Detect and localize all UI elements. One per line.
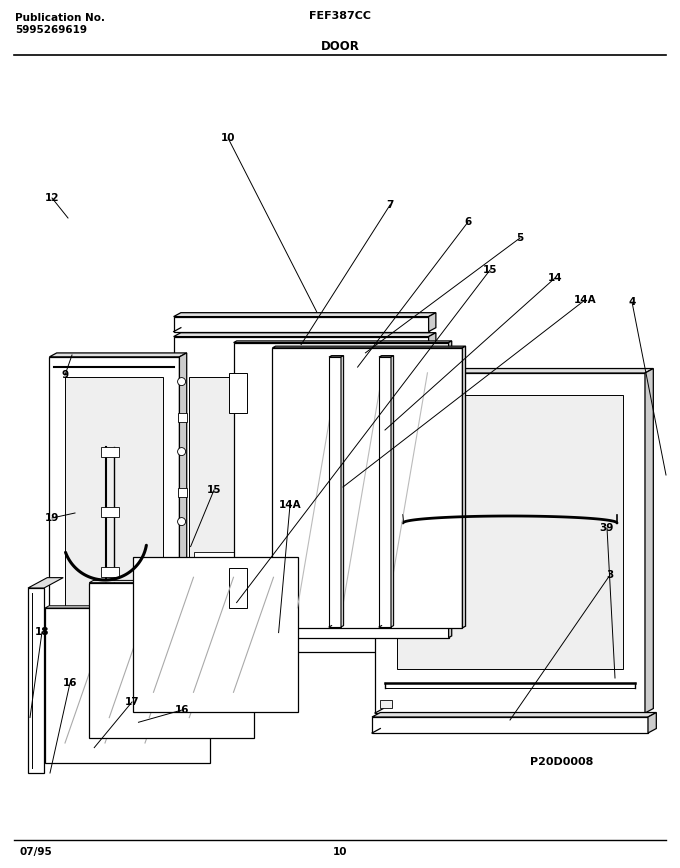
Polygon shape [45,608,210,763]
Polygon shape [397,395,623,669]
Polygon shape [379,357,391,627]
Text: 4: 4 [628,297,636,307]
Text: 14: 14 [547,273,562,283]
Text: 10: 10 [221,133,235,143]
Polygon shape [28,588,44,773]
Bar [177,412,186,422]
Polygon shape [65,377,163,667]
Bar [380,380,392,388]
Polygon shape [89,581,258,582]
Polygon shape [50,353,187,357]
Polygon shape [449,341,452,638]
Text: 3: 3 [607,570,613,580]
Polygon shape [329,357,341,627]
Polygon shape [329,356,343,357]
Polygon shape [428,312,436,332]
Polygon shape [375,373,645,713]
Polygon shape [372,713,656,717]
Bar [101,567,120,577]
Polygon shape [391,356,394,627]
Text: 19: 19 [45,513,59,523]
Text: 5995269619: 5995269619 [15,25,87,35]
Text: 39: 39 [600,523,614,533]
Text: 18: 18 [35,627,49,637]
Text: FEF387CC: FEF387CC [309,11,371,21]
Polygon shape [372,717,648,733]
Circle shape [177,378,186,385]
Polygon shape [273,346,466,348]
Polygon shape [28,577,63,588]
Polygon shape [645,369,653,713]
Text: 12: 12 [45,193,59,203]
Text: 14A: 14A [279,500,301,510]
Text: 7: 7 [386,200,394,210]
Polygon shape [173,332,436,337]
Polygon shape [133,557,299,713]
Text: 10: 10 [333,847,347,857]
Polygon shape [228,568,247,608]
Text: 9: 9 [61,370,69,380]
Polygon shape [89,582,254,738]
Polygon shape [173,337,428,652]
Text: 14A: 14A [574,295,596,305]
Polygon shape [173,317,428,332]
Bar [101,447,120,457]
Circle shape [177,588,186,595]
Polygon shape [173,312,436,317]
Polygon shape [462,346,466,628]
Polygon shape [341,356,343,627]
Text: 15: 15 [207,485,221,495]
Polygon shape [428,332,436,652]
Text: 6: 6 [464,217,472,227]
Polygon shape [234,341,452,343]
Bar [177,562,186,572]
Circle shape [177,448,186,456]
Text: 5: 5 [516,233,524,243]
Circle shape [177,517,186,526]
Polygon shape [50,357,180,687]
Text: P20D0008: P20D0008 [530,757,594,767]
Polygon shape [375,369,653,373]
Bar [177,488,186,496]
Polygon shape [180,353,187,687]
Bar [101,507,120,516]
Text: Publication No.: Publication No. [15,13,105,23]
Text: DOOR: DOOR [320,40,360,52]
Polygon shape [273,348,462,628]
Polygon shape [379,356,394,357]
Polygon shape [194,551,258,596]
Text: 17: 17 [124,697,139,707]
Bar [380,700,392,708]
Polygon shape [228,372,247,412]
Text: 16: 16 [175,705,189,715]
Text: 15: 15 [483,265,497,275]
Polygon shape [45,606,214,608]
Text: 16: 16 [63,678,78,688]
Text: 07/95: 07/95 [20,847,53,857]
Polygon shape [188,377,413,612]
Polygon shape [234,343,449,638]
Polygon shape [648,713,656,733]
